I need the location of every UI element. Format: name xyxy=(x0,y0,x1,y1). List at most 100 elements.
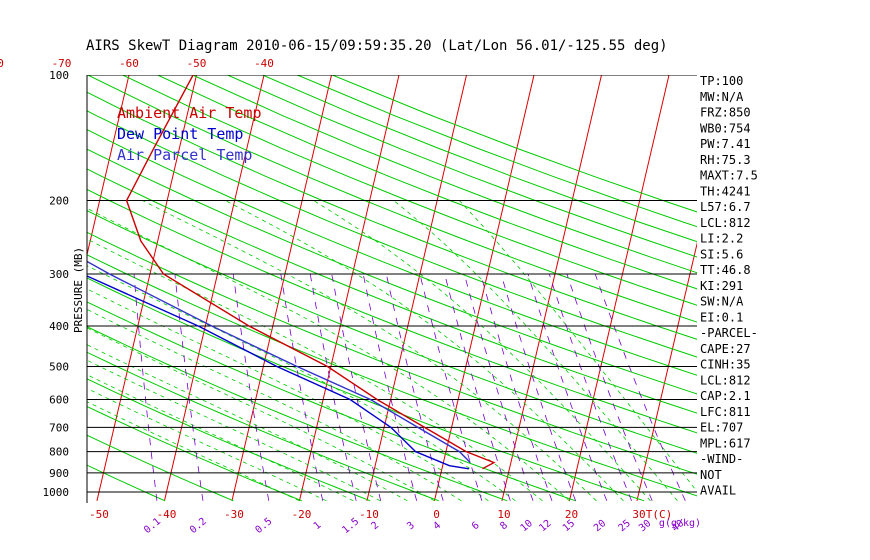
isotherm-line xyxy=(568,75,670,501)
mixing-ratio-line xyxy=(463,273,534,501)
mixing-ratio-line xyxy=(527,273,608,501)
bottom-temp-tick-label: -30 xyxy=(224,508,244,521)
bottom-temp-tick-label: -40 xyxy=(157,508,177,521)
mixing-ratio-label: 12 xyxy=(537,518,553,534)
bottom-temp-tick-label: 20 xyxy=(565,508,578,521)
dry-adiabat-line xyxy=(87,148,697,395)
moist-adiabat-line xyxy=(87,401,300,502)
series-line-dew-point-temp xyxy=(87,275,470,470)
index-item: TP:100 xyxy=(700,74,743,88)
index-item: CINH:35 xyxy=(700,358,751,372)
dry-adiabat-line xyxy=(87,254,697,497)
legend-entry: Ambient Air Temp xyxy=(117,104,262,122)
pressure-tick-label: 900 xyxy=(49,467,69,480)
pressure-tick-label: 400 xyxy=(49,320,69,333)
index-item: EL:707 xyxy=(700,421,743,435)
isotherm-line xyxy=(163,75,265,501)
mixing-ratio-label: 1 xyxy=(312,520,324,532)
mixing-ratio-line xyxy=(331,273,382,501)
series-layer xyxy=(87,75,496,470)
chart-title: AIRS SkewT Diagram 2010-06-15/09:59:35.2… xyxy=(86,38,668,54)
index-item: SI:5.6 xyxy=(700,247,743,261)
pressure-tick-label: 500 xyxy=(49,360,69,373)
top-temp-tick-label: -60 xyxy=(119,57,139,70)
isotherm-line xyxy=(298,75,400,501)
index-item: NOT xyxy=(700,468,722,482)
temp-unit-label: T(C) xyxy=(646,508,673,521)
pressure-tick-label: 100 xyxy=(49,69,69,82)
dry-adiabat-line xyxy=(262,75,697,243)
moist-adiabat-line xyxy=(87,309,462,502)
moist-adiabat-line xyxy=(459,200,697,493)
dry-adiabat-line xyxy=(157,75,697,290)
top-temp-tick-label: -80 xyxy=(0,57,4,70)
index-item: FRZ:850 xyxy=(700,106,751,120)
index-item: TH:4241 xyxy=(700,184,751,198)
index-item: L57:6.7 xyxy=(700,200,751,214)
dry-adiabat-line xyxy=(87,110,697,358)
index-item: SW:N/A xyxy=(700,295,744,309)
mixing-ratio-line xyxy=(174,273,204,501)
legend-entry: Dew Point Temp xyxy=(117,125,243,143)
top-temp-tick-label: -70 xyxy=(52,57,72,70)
isotherm-line xyxy=(366,75,467,501)
moist-adiabat-line xyxy=(87,207,570,502)
dry-adiabat-line xyxy=(87,301,576,502)
series-line-ambient-air-temp xyxy=(125,75,496,470)
mixing-ratio-label: 0.2 xyxy=(188,516,209,536)
dry-adiabat-line xyxy=(87,231,697,475)
dry-adiabat-line xyxy=(227,75,697,258)
isotherm-line xyxy=(96,75,197,501)
moist-adiabat-line xyxy=(87,265,516,502)
bottom-temp-tick-label: 0 xyxy=(433,508,440,521)
y-axis-label: PRESSURE (MB) xyxy=(72,247,85,333)
moist-adiabat-line xyxy=(313,200,651,502)
isotherm-line xyxy=(0,75,62,501)
mixing-ratio-label: 10 xyxy=(519,518,535,534)
dry-adiabat-line xyxy=(87,326,508,502)
index-item: KI:291 xyxy=(700,279,743,293)
dry-adiabat-line xyxy=(87,168,697,414)
mixing-ratio-line xyxy=(385,273,444,501)
mixing-ratio-label: 4 xyxy=(432,520,444,532)
moist-adiabat-line xyxy=(87,344,408,502)
mixing-ratio-label: 0.5 xyxy=(253,516,274,536)
pressure-tick-label: 700 xyxy=(49,421,69,434)
bottom-temp-tick-label: -20 xyxy=(292,508,312,521)
dry-adiabat-line xyxy=(87,277,645,502)
grid-layer xyxy=(0,75,870,502)
moist-adiabat-line xyxy=(393,200,678,502)
index-item: RH:75.3 xyxy=(700,153,751,167)
index-item: LI:2.2 xyxy=(700,232,743,246)
dry-adiabat-line xyxy=(87,128,697,376)
index-item: MPL:617 xyxy=(700,436,751,450)
dry-adiabat-line xyxy=(87,464,166,502)
index-item: -WIND- xyxy=(700,452,743,466)
pressure-tick-label: 200 xyxy=(49,195,69,208)
isotherm-line xyxy=(87,75,130,257)
mixing-ratio-label: 8 xyxy=(498,520,510,532)
index-item: LCL:812 xyxy=(700,373,751,387)
dry-adiabat-line xyxy=(87,434,234,502)
isotherm-line xyxy=(636,241,697,501)
pressure-tick-label: 300 xyxy=(49,268,69,281)
dry-adiabat-line xyxy=(192,75,697,274)
index-item: AVAIL xyxy=(700,484,736,498)
moist-adiabat-line xyxy=(87,288,489,502)
isotherm-line xyxy=(772,75,870,501)
dry-adiabat-line xyxy=(122,75,697,306)
mixing-ratio-label: 3 xyxy=(405,520,417,532)
pressure-tick-label: 1000 xyxy=(43,486,70,499)
dry-adiabat-line xyxy=(87,75,697,323)
bottom-temp-tick-label: -50 xyxy=(89,508,109,521)
mixing-ratio-line xyxy=(594,273,686,501)
bottom-temp-tick-label: 10 xyxy=(497,508,510,521)
legend: Ambient Air Temp Dew Point Temp Air Parcel… xyxy=(117,104,262,164)
index-item: TT:46.8 xyxy=(700,263,751,277)
mixing-ratio-label: 20 xyxy=(592,518,608,534)
mixing-ratio-unit-label: g(g/kg) xyxy=(659,518,701,529)
dry-adiabat-line xyxy=(87,405,303,502)
bottom-temp-tick-label: -10 xyxy=(359,508,379,521)
index-item: CAP:2.1 xyxy=(700,389,751,403)
